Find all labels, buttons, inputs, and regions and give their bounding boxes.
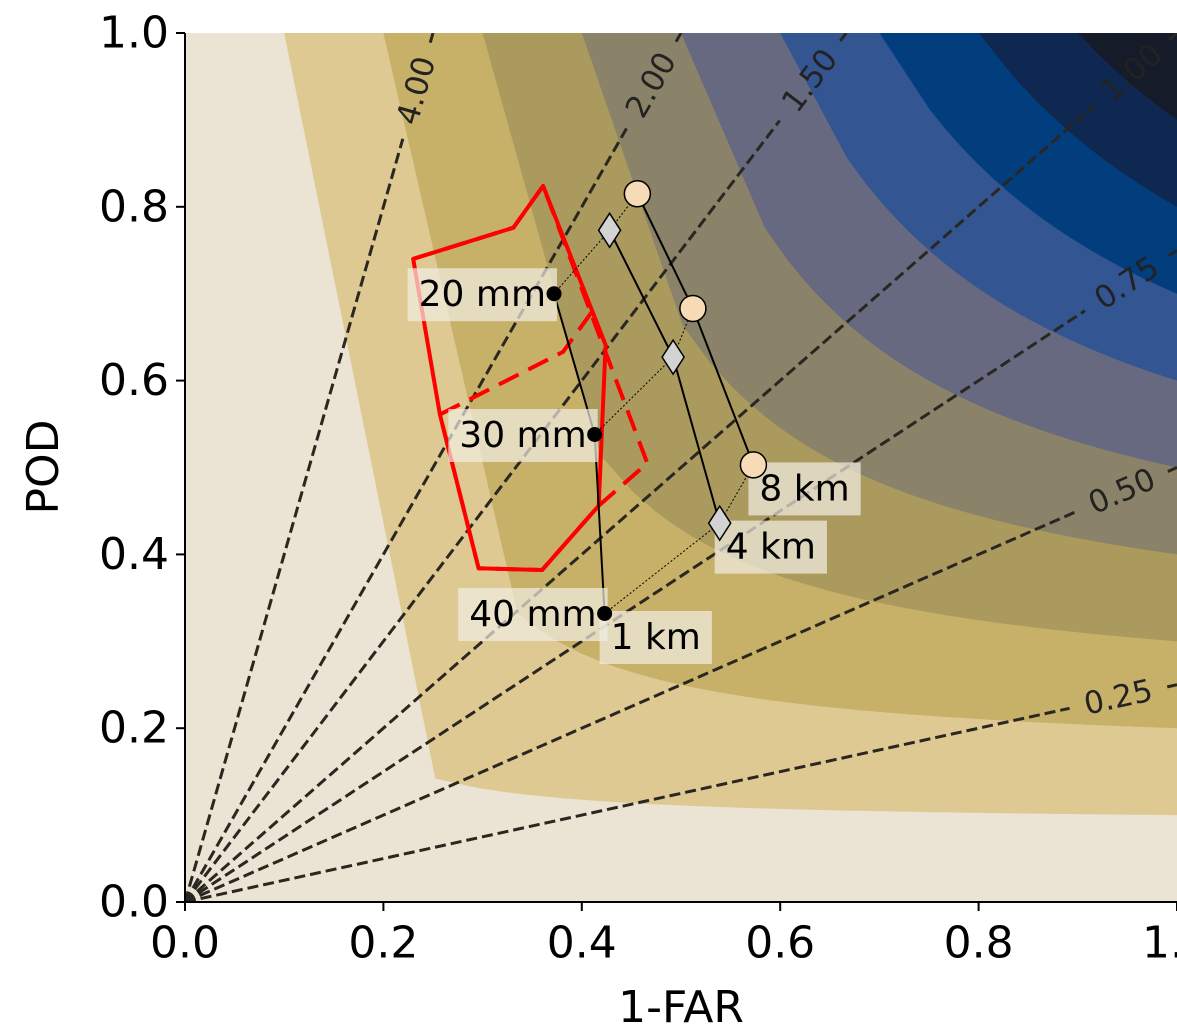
bias-lines: 0.250.500.751.001.502.004.00 — [185, 33, 1177, 902]
bias-line — [185, 309, 1086, 902]
label-text: 20 mm — [419, 274, 546, 315]
y-tick-label: 0.0 — [99, 877, 169, 928]
bias-line — [185, 119, 781, 902]
label-box — [458, 587, 608, 641]
resolution-label: 4 km — [714, 520, 827, 574]
axes: 0.0 0.2 0.4 0.6 0.8 1.0 0.0 0.2 0.4 0.6 0.8 1.0 — [99, 8, 1177, 969]
threshold-label: 30 mm — [448, 408, 598, 462]
resolution-label: 8 km — [748, 462, 861, 516]
threshold-label: 40 mm — [458, 587, 608, 641]
x-tick-label: 1.0 — [1142, 918, 1177, 969]
x-axis-label: 1-FAR — [618, 982, 744, 1029]
diamond-marker — [661, 338, 685, 376]
label-text: 8 km — [759, 468, 849, 509]
bias-line — [1166, 683, 1177, 689]
dot-marker — [546, 286, 562, 302]
series-markers — [546, 180, 768, 621]
bias-line — [674, 33, 683, 43]
bias-line — [185, 127, 628, 902]
red-region-dashed — [412, 183, 650, 572]
y-axis-label: POD — [18, 419, 69, 514]
label-box — [748, 462, 861, 516]
bias-line — [185, 104, 1096, 902]
bias-line — [185, 510, 1077, 902]
y-tick-label: 0.2 — [99, 703, 169, 754]
bias-line — [428, 33, 435, 44]
y-tick-label: 0.8 — [99, 181, 169, 232]
x-tick-label: 0.0 — [150, 918, 220, 969]
bias-line — [185, 138, 405, 902]
y-tick-label: 1.0 — [99, 8, 169, 59]
circle-marker — [623, 180, 652, 208]
label-text: 1 km — [611, 617, 701, 658]
bias-line — [1167, 248, 1177, 257]
threshold-line — [604, 464, 754, 614]
dot-marker — [587, 426, 603, 442]
label-text: 4 km — [726, 527, 816, 568]
bias-line — [1168, 33, 1177, 41]
bias-line — [839, 33, 848, 42]
threshold-line — [594, 308, 694, 435]
csi-band-9 — [1077, 33, 1177, 120]
circle-marker — [739, 451, 768, 479]
dot-marker — [597, 605, 613, 621]
diamond-marker — [707, 504, 732, 542]
resolution-label: 1 km — [599, 610, 712, 664]
point-labels: 20 mm 30 mm 40 mm 1 km 4 km 8 km — [407, 268, 861, 664]
bias-line — [1167, 466, 1177, 473]
x-tick-label: 0.6 — [745, 918, 815, 969]
x-tick-label: 0.2 — [348, 918, 418, 969]
y-tick-label: 0.6 — [99, 355, 169, 406]
circle-marker — [679, 294, 707, 323]
bias-line — [185, 706, 1070, 902]
label-text: 30 mm — [459, 415, 586, 456]
y-tick-label: 0.4 — [99, 529, 169, 580]
label-box — [407, 268, 558, 322]
label-box — [448, 408, 598, 462]
diamond-marker — [597, 211, 622, 249]
x-tick-label: 0.4 — [547, 918, 617, 969]
label-box — [714, 520, 827, 574]
label-text: 40 mm — [469, 594, 596, 635]
label-box — [599, 610, 712, 664]
threshold-label: 20 mm — [407, 268, 558, 322]
x-tick-label: 0.8 — [944, 918, 1014, 969]
